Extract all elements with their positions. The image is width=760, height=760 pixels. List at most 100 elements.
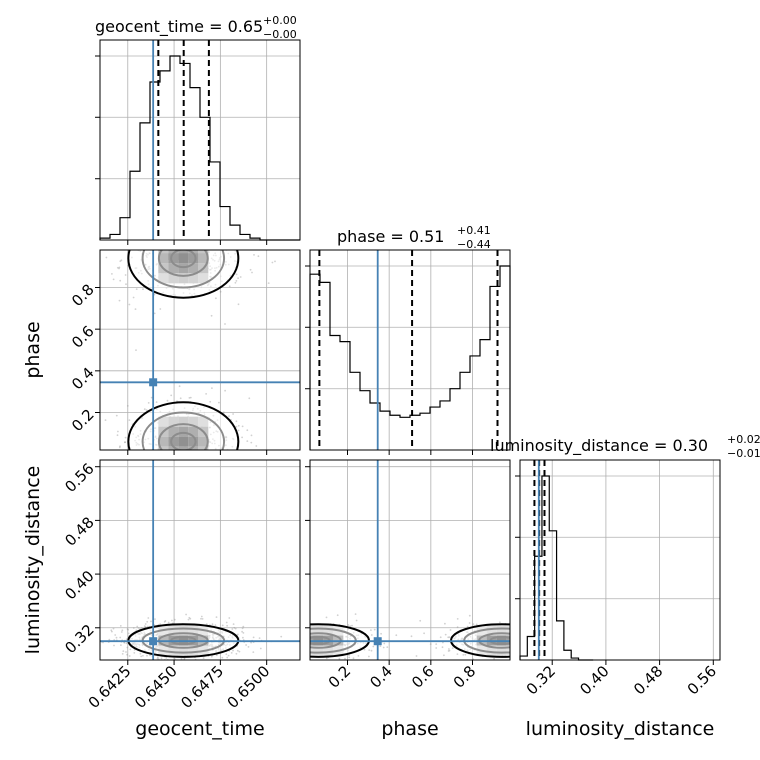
scatter-point xyxy=(205,623,208,626)
scatter-point xyxy=(118,266,121,269)
frame-geocent_time-geocent_time xyxy=(99,39,301,241)
scatter-point xyxy=(137,627,140,629)
scatter-point xyxy=(236,649,239,652)
scatter-point xyxy=(250,434,253,437)
scatter-point xyxy=(120,631,123,633)
scatter-point xyxy=(267,282,270,284)
scatter-point xyxy=(215,654,218,657)
truth-layer xyxy=(100,40,540,660)
scatter-point xyxy=(382,646,385,649)
ylabel-phase: phase xyxy=(22,321,44,378)
scatter-point xyxy=(225,653,228,656)
scatter-point xyxy=(122,650,125,652)
scatter-point xyxy=(115,636,118,639)
xticklabel-luminosity_distance-3: 0.56 xyxy=(684,662,720,698)
scatter-point xyxy=(116,266,119,269)
scatter-point xyxy=(149,654,151,657)
scatter-point xyxy=(210,655,213,658)
frame-phase-luminosity_distance xyxy=(309,459,511,661)
scatter-point xyxy=(383,642,386,645)
scatter-point xyxy=(146,620,149,623)
scatter-point xyxy=(475,623,478,626)
scatter-point xyxy=(143,408,146,410)
scatter-point xyxy=(372,645,375,648)
scatter-point xyxy=(126,628,129,630)
contour-layer xyxy=(127,250,510,658)
scatter-point xyxy=(456,618,459,620)
frame-geocent_time-phase xyxy=(99,249,301,451)
scatter-point xyxy=(121,653,124,655)
scatter-point xyxy=(242,636,244,639)
scatter-point xyxy=(237,633,239,636)
title-phase: phase = 0.51 xyxy=(337,227,444,246)
scatter-point xyxy=(146,654,148,657)
scatter-point xyxy=(249,268,252,271)
scatter-point xyxy=(410,635,413,638)
scatter-point xyxy=(128,303,131,306)
scatter-point xyxy=(363,648,366,651)
title-phase-plus: +0.41 xyxy=(457,224,491,237)
scatter-point xyxy=(447,650,450,652)
scatter-point xyxy=(443,654,445,657)
scatter-point xyxy=(114,634,117,636)
truth-marker-geocent_time-phase xyxy=(149,378,158,387)
scatter-point xyxy=(253,254,255,256)
title-phase-minus: −0.44 xyxy=(457,238,491,251)
scatter-point xyxy=(134,308,137,310)
scatter-point xyxy=(126,646,129,649)
density-layer xyxy=(100,250,510,660)
frame-luminosity_distance-luminosity_distance xyxy=(519,459,721,661)
scatter-point xyxy=(124,274,127,276)
scatter-point xyxy=(165,657,168,659)
scatter-point xyxy=(252,636,255,639)
scatter-point xyxy=(257,255,260,258)
scatter-point xyxy=(447,636,450,639)
scatter-point xyxy=(188,397,191,399)
scatter-point xyxy=(118,299,121,302)
scatter-point xyxy=(380,632,382,635)
scatter-point xyxy=(132,627,135,629)
scatter-point xyxy=(211,623,214,626)
scatter-point xyxy=(187,618,190,621)
scatter-point xyxy=(143,625,146,628)
scatter-point xyxy=(124,441,126,444)
scatter-point xyxy=(118,267,120,270)
scatter-point xyxy=(448,648,450,650)
scatter-point xyxy=(142,654,144,657)
scatter-point xyxy=(147,402,150,404)
scatter-point xyxy=(118,446,121,449)
scatter-point xyxy=(352,657,355,660)
hist-phase xyxy=(309,265,511,450)
scatter-point xyxy=(127,628,129,631)
scatter-point xyxy=(472,623,475,625)
contour-geocent_time-phase-1-3 xyxy=(127,250,240,299)
scatter-point xyxy=(224,323,226,325)
scatter-point xyxy=(133,652,136,654)
xticklabel-phase-2: 0.6 xyxy=(408,662,438,692)
scatter-point xyxy=(242,625,245,628)
scatter-point xyxy=(145,409,148,411)
grid-layer xyxy=(100,40,720,660)
scatter-point xyxy=(227,654,230,657)
xticklabel-geocent_time-1: 0.6450 xyxy=(131,662,181,712)
scatter-point xyxy=(215,616,218,618)
scatter-point xyxy=(237,303,240,306)
scatter-point xyxy=(124,441,126,444)
scatter-point xyxy=(234,627,237,630)
scatter-point xyxy=(235,652,238,655)
scatter-point xyxy=(224,389,227,392)
scatter-point xyxy=(156,657,159,660)
scatter-point xyxy=(252,651,255,653)
scatter-point xyxy=(124,436,127,439)
scatter-point xyxy=(110,629,113,632)
frame-geocent_time-luminosity_distance xyxy=(99,459,301,661)
scatter-point xyxy=(170,394,173,397)
scatter-point xyxy=(235,280,238,282)
scatter-point xyxy=(179,397,182,400)
hist-geocent_time xyxy=(99,55,300,241)
scatter-point xyxy=(462,654,465,656)
scatter-point xyxy=(237,429,240,432)
xlabel-phase: phase xyxy=(381,718,438,740)
scatter-point xyxy=(247,646,250,648)
